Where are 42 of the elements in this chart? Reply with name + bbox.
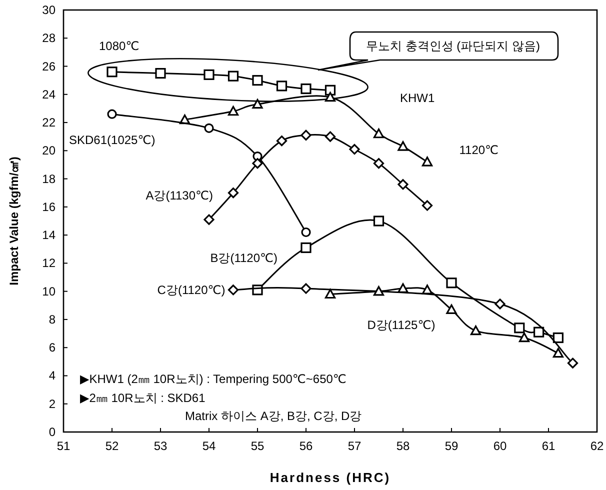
series-label: D강(1125℃) bbox=[367, 318, 436, 332]
x-tick-label: 55 bbox=[250, 439, 264, 453]
x-axis-title: Hardness (HRC) bbox=[270, 470, 391, 485]
series-label: 1080℃ bbox=[99, 38, 140, 53]
text: 1120℃ bbox=[459, 142, 499, 157]
series-label: C강(1120℃) bbox=[157, 282, 226, 297]
y-tick-label: 0 bbox=[48, 425, 56, 439]
annotation: ▶2㎜ 10R노치 : SKD61 bbox=[80, 391, 206, 405]
x-tick-label: 60 bbox=[493, 439, 507, 453]
y-tick-label: 28 bbox=[42, 31, 56, 46]
y-tick-label: 22 bbox=[42, 116, 56, 130]
y-tick-label: 6 bbox=[48, 340, 56, 355]
annotation: ▶KHW1 (2㎜ 10R노치) : Tempering 500℃~650℃ bbox=[80, 372, 346, 386]
y-tick-label: 30 bbox=[42, 3, 56, 17]
y-tick-label: 20 bbox=[42, 144, 56, 158]
x-tick-label: 62 bbox=[590, 439, 604, 453]
annotation: 무노치 충격인성 (파단되지 않음) bbox=[366, 39, 540, 53]
series-label: A강(1130℃) bbox=[146, 188, 213, 203]
y-tick-label: 10 bbox=[42, 284, 56, 298]
x-tick-label: 56 bbox=[299, 439, 313, 453]
y-tick-label: 2 bbox=[48, 396, 56, 411]
x-tick-label: 51 bbox=[56, 439, 70, 453]
y-tick-label: 4 bbox=[48, 368, 56, 383]
x-tick-label: 61 bbox=[542, 439, 556, 453]
y-axis-title: Impact Value (kgfm/㎠) bbox=[7, 156, 21, 286]
y-tick-label: 18 bbox=[42, 172, 56, 186]
y-tick-label: 24 bbox=[42, 87, 56, 102]
series-label: B강(1120℃) bbox=[210, 250, 278, 265]
x-tick-label: 52 bbox=[105, 439, 119, 453]
y-tick-label: 12 bbox=[42, 256, 56, 270]
x-tick-label: 53 bbox=[154, 439, 168, 453]
annotation: KHW1 bbox=[400, 91, 435, 105]
x-tick-label: 54 bbox=[202, 439, 216, 453]
y-tick-label: 14 bbox=[42, 228, 56, 242]
x-tick-label: 57 bbox=[348, 439, 362, 453]
y-tick-label: 26 bbox=[42, 59, 56, 74]
series-label: SKD61(1025℃) bbox=[69, 133, 156, 148]
y-tick-label: 8 bbox=[48, 312, 56, 326]
y-tick-label: 16 bbox=[42, 200, 56, 214]
x-tick-label: 58 bbox=[396, 439, 410, 453]
annotation: Matrix 하이스 A강, B강, C강, D강 bbox=[185, 409, 362, 423]
x-tick-label: 59 bbox=[444, 439, 458, 453]
